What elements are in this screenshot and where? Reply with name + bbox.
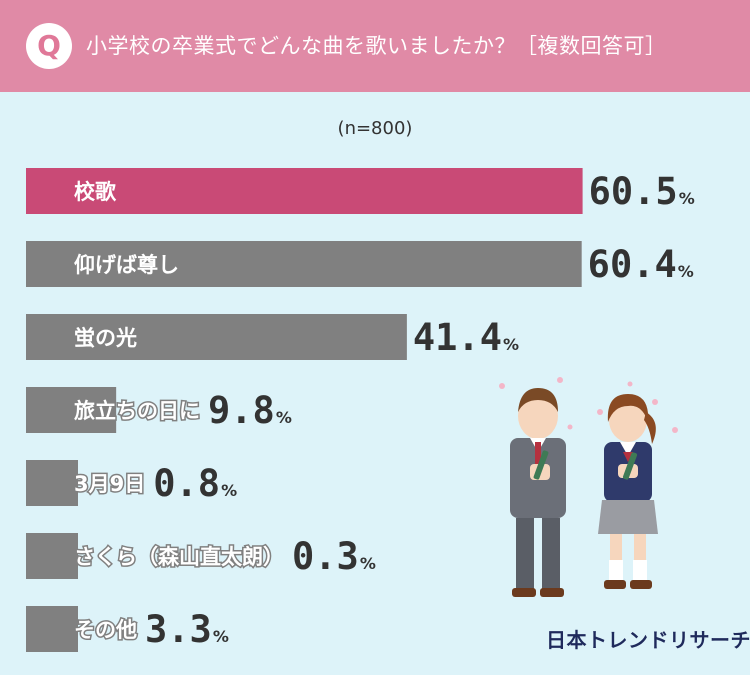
bar-label-3: 旅立ちの日に <box>74 399 200 423</box>
value-unit-4: % <box>221 481 237 500</box>
value-unit-0: % <box>679 189 695 208</box>
value-unit-6: % <box>213 627 229 646</box>
brand-logo-text: 日本トレンドリサーチ <box>546 628 750 652</box>
bar-label-4: 3月9日 <box>74 472 145 496</box>
value-unit-3: % <box>276 408 292 427</box>
question-header: Q 小学校の卒業式でどんな曲を歌いましたか？［複数回答可］ <box>0 0 750 92</box>
value-label-0: 60.5 <box>589 170 678 213</box>
question-text: 小学校の卒業式でどんな曲を歌いましたか？［複数回答可］ <box>86 34 667 58</box>
graduates-illustration <box>499 377 678 597</box>
value-label-3: 9.8 <box>208 389 275 432</box>
bar-0 <box>26 168 583 214</box>
q-badge: Q <box>26 23 72 69</box>
bar-1 <box>26 241 582 287</box>
boy-figure <box>510 388 566 597</box>
value-unit-1: % <box>678 262 694 281</box>
bar-4 <box>26 460 78 506</box>
bar-label-6: その他 <box>74 618 137 642</box>
girl-figure <box>598 394 658 589</box>
value-label-1: 60.4 <box>588 243 677 286</box>
value-label-2: 41.4 <box>413 316 502 359</box>
value-unit-2: % <box>503 335 519 354</box>
bar-label-1: 仰げば尊し <box>74 253 179 277</box>
value-unit-5: % <box>360 554 376 573</box>
value-label-5: 0.3 <box>292 535 359 578</box>
value-label-6: 3.3 <box>145 608 212 651</box>
value-label-4: 0.8 <box>153 462 220 505</box>
bar-5 <box>26 533 78 579</box>
bar-label-5: さくら（森山直太朗） <box>74 545 284 569</box>
bar-label-0: 校歌 <box>74 180 117 204</box>
bar-2 <box>26 314 407 360</box>
sample-size: (n=800) <box>337 118 413 139</box>
bar-label-2: 蛍の光 <box>74 326 137 350</box>
bar-6 <box>26 606 78 652</box>
bar-3 <box>26 387 117 433</box>
